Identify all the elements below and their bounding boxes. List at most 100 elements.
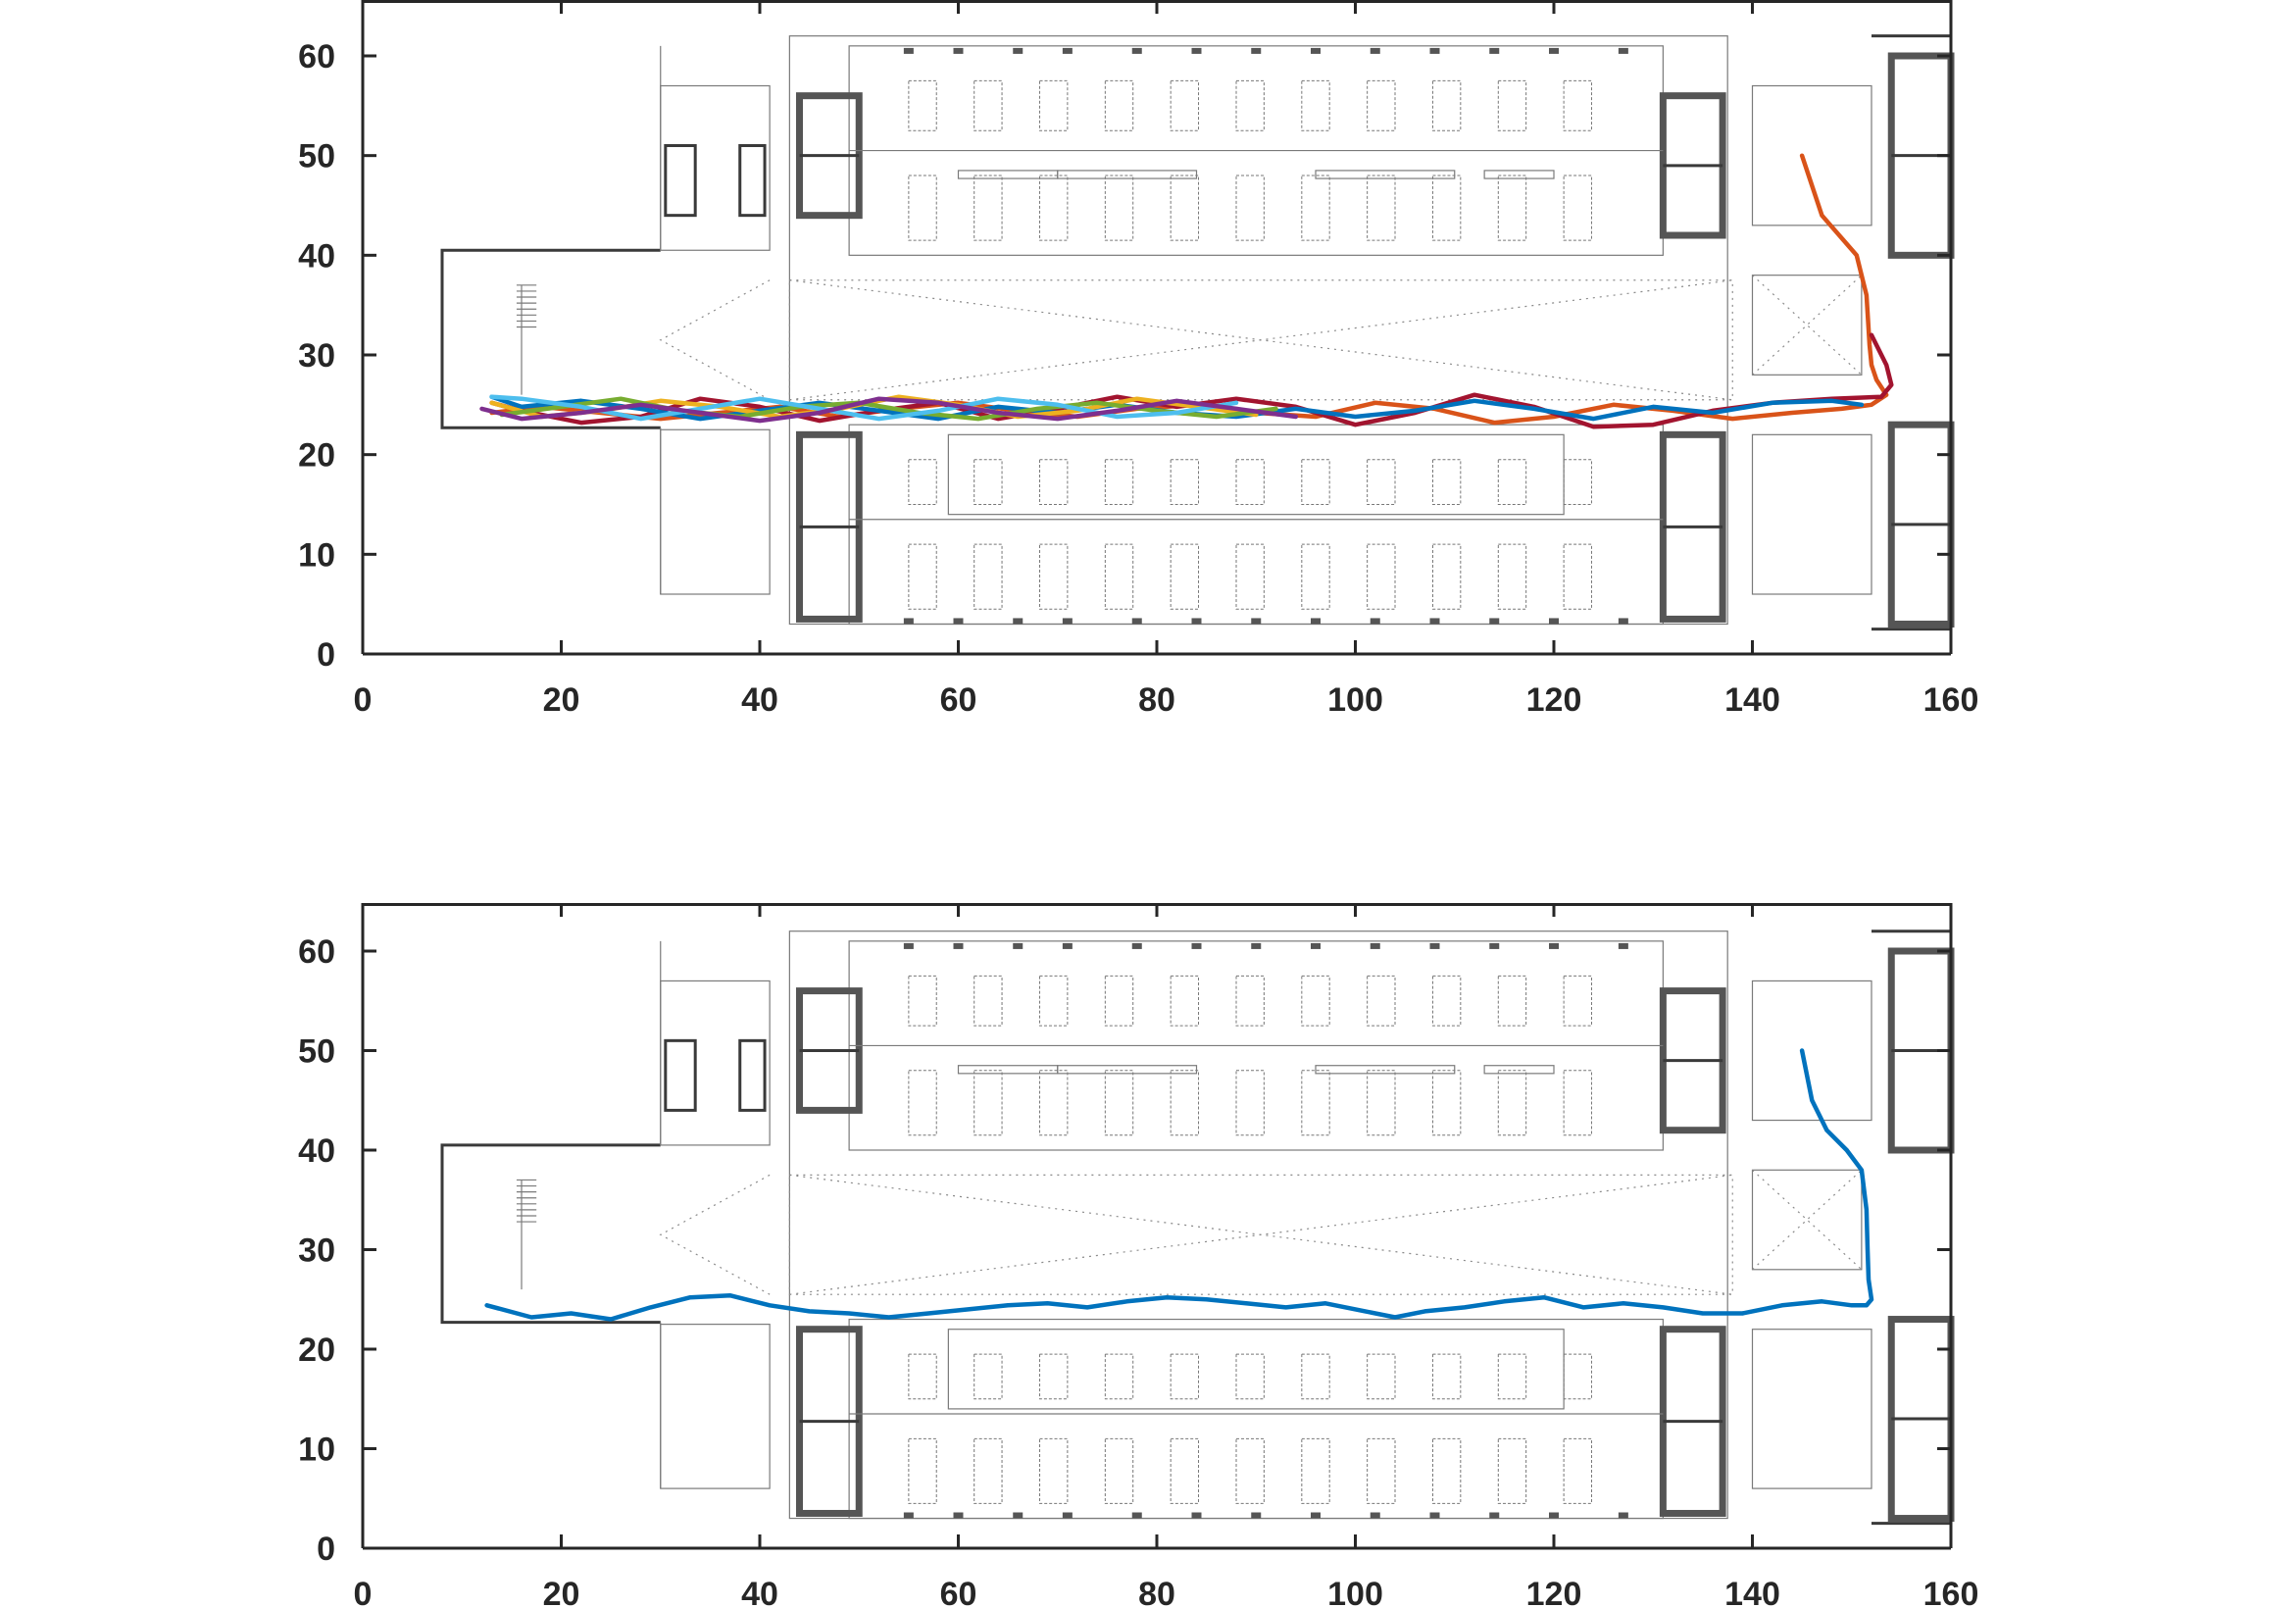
column — [1489, 942, 1500, 949]
meeting-strip — [947, 1329, 1565, 1410]
column — [1429, 942, 1440, 949]
column — [1311, 47, 1321, 54]
column — [1618, 618, 1628, 625]
column — [1062, 1512, 1073, 1519]
desk-cluster — [1431, 175, 1462, 241]
trajectory-line — [484, 1048, 1874, 1322]
desk-cluster — [1563, 79, 1592, 131]
desk-cluster — [1301, 79, 1330, 131]
desk-cluster — [1170, 79, 1200, 131]
x-tick-label: 60 — [940, 1576, 977, 1608]
small-room — [738, 144, 767, 218]
column — [1549, 618, 1559, 625]
table — [1057, 1065, 1198, 1075]
desk-cluster — [1039, 1070, 1069, 1136]
column — [1062, 942, 1073, 949]
desk-cluster — [1367, 175, 1396, 241]
column — [1489, 47, 1500, 54]
column — [903, 618, 914, 625]
desk-cluster — [1170, 543, 1200, 610]
desk-cluster — [1235, 1437, 1265, 1504]
desk-cluster — [1563, 1353, 1592, 1400]
desk-cluster — [1235, 79, 1265, 131]
column — [953, 1512, 964, 1519]
column — [1251, 47, 1262, 54]
floor-plan-background — [440, 930, 1955, 1526]
desk-cluster — [1563, 1437, 1592, 1504]
trajectory-line — [489, 394, 1239, 422]
atrium — [788, 1174, 1733, 1295]
desk-cluster — [1104, 543, 1134, 610]
desk-cluster — [1497, 1437, 1527, 1504]
column — [903, 47, 914, 54]
x-tick-label: 160 — [1923, 681, 1979, 719]
column — [1013, 1512, 1023, 1519]
desk-cluster — [1431, 975, 1462, 1027]
desk-cluster — [973, 1353, 1003, 1400]
y-tick-label: 50 — [298, 138, 335, 176]
desk-cluster — [1235, 175, 1265, 241]
column — [1013, 942, 1023, 949]
building-outline — [788, 930, 1728, 1520]
column — [1131, 47, 1142, 54]
table — [1315, 170, 1456, 179]
column — [1013, 47, 1023, 54]
desk-cluster — [1039, 1437, 1069, 1504]
x-tick-label: 60 — [940, 681, 977, 719]
desk-cluster — [1563, 459, 1592, 505]
trajectory-line — [489, 153, 1889, 426]
desk-cluster — [973, 175, 1003, 241]
column — [1251, 1512, 1262, 1519]
right-rooms-bottom — [1751, 1329, 1872, 1489]
desk-cluster — [908, 1437, 937, 1504]
y-tick-label: 10 — [298, 1432, 335, 1469]
desk-cluster — [1039, 459, 1069, 505]
column — [1549, 1512, 1559, 1519]
column — [1131, 1512, 1142, 1519]
column — [1191, 47, 1202, 54]
desk-cluster — [1170, 975, 1200, 1027]
x-tick-label: 40 — [741, 1576, 778, 1608]
x-tick-label: 120 — [1526, 681, 1582, 719]
x-tick-label: 140 — [1724, 681, 1780, 719]
table — [1483, 1065, 1555, 1075]
y-tick-label: 20 — [298, 1332, 335, 1369]
desk-cluster — [1104, 1437, 1134, 1504]
desk-cluster — [1497, 175, 1527, 241]
trajectory-line — [479, 396, 1299, 424]
left-rooms-bottom — [660, 428, 771, 595]
desk-cluster — [973, 543, 1003, 610]
left-atrium — [659, 279, 771, 401]
desk-cluster — [1104, 1353, 1134, 1400]
desk-cluster — [1039, 975, 1069, 1027]
lower-wing — [848, 424, 1664, 626]
desk-cluster — [1039, 175, 1069, 241]
y-tick-label: 30 — [298, 1232, 335, 1270]
column — [953, 47, 964, 54]
desk-cluster — [908, 79, 937, 131]
desk-cluster — [1039, 79, 1069, 131]
desk-cluster — [1301, 1437, 1330, 1504]
desk-cluster — [1497, 79, 1527, 131]
desk-cluster — [973, 79, 1003, 131]
column — [1191, 942, 1202, 949]
column — [1251, 618, 1262, 625]
desk-cluster — [1104, 975, 1134, 1027]
desk-cluster — [1235, 1353, 1265, 1400]
column — [1370, 1512, 1380, 1519]
column — [1429, 47, 1440, 54]
column — [1370, 942, 1380, 949]
desk-cluster — [1497, 975, 1527, 1027]
left-rooms-top — [660, 980, 771, 1146]
desk-cluster — [1170, 175, 1200, 241]
right-atrium — [1751, 275, 1863, 376]
y-tick-label: 10 — [298, 536, 335, 574]
trajectories — [479, 153, 1894, 429]
column — [903, 942, 914, 949]
desk-cluster — [973, 1437, 1003, 1504]
table — [1315, 1065, 1456, 1075]
desk-cluster — [1104, 459, 1134, 505]
column — [1251, 942, 1262, 949]
desk-cluster — [973, 1070, 1003, 1136]
